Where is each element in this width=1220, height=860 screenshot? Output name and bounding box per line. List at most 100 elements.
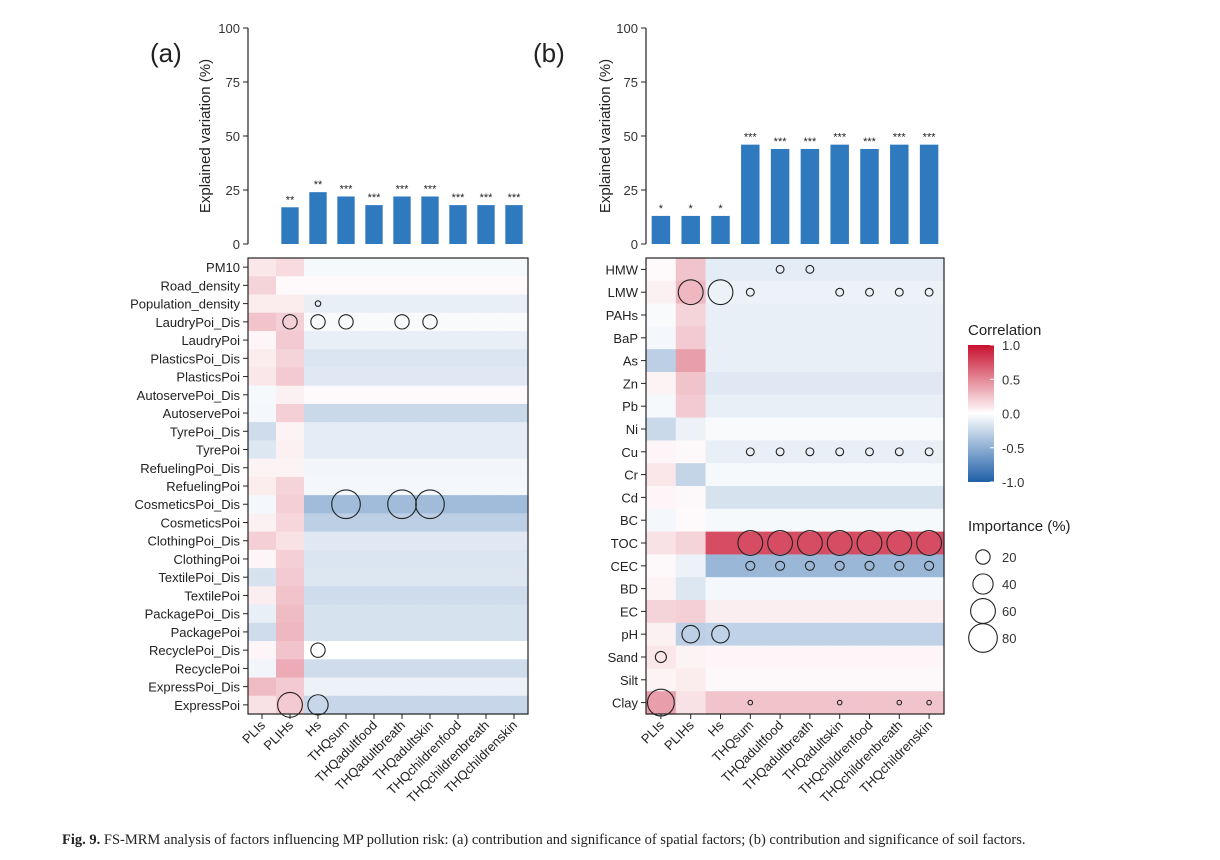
heatmap-frame [247, 257, 529, 715]
heat-cell [248, 385, 277, 405]
heat-cell [332, 258, 361, 277]
heat-cell [444, 403, 473, 423]
heat-cell [646, 554, 677, 578]
heat-cell [705, 600, 736, 624]
importance-legend-circle [968, 623, 998, 653]
heat-cell [705, 258, 736, 282]
heat-cell [735, 622, 766, 647]
heat-cell [500, 586, 529, 606]
importance-circle [745, 447, 755, 457]
heat-cell [304, 276, 333, 296]
row-label: LaudryPoi_Dis [155, 315, 240, 330]
heat-cell [304, 568, 333, 587]
heat-cell [388, 349, 417, 369]
heat-cell [360, 312, 389, 332]
heat-cell [416, 549, 445, 569]
heat-cell [388, 258, 417, 277]
heat-cell [416, 568, 445, 587]
heat-cell [276, 330, 305, 350]
importance-circle [886, 530, 913, 556]
bar [393, 196, 411, 244]
heat-cell [416, 677, 445, 697]
heat-cell [765, 486, 796, 510]
heat-cell [675, 486, 707, 510]
row-label: TextilePoi_Dis [158, 570, 240, 585]
row-label: ExpressPoi_Dis [148, 680, 240, 695]
heat-cell [388, 513, 417, 533]
heat-cell [332, 531, 361, 551]
heat-cell [360, 695, 389, 715]
importance-circle [836, 699, 843, 706]
heat-cell [472, 531, 501, 551]
heat-cell [248, 677, 277, 697]
heat-cell [360, 276, 389, 296]
heat-cell [675, 645, 707, 669]
heatmap-cells [248, 258, 529, 715]
importance-circle [745, 287, 755, 297]
heat-cell [248, 568, 277, 587]
heat-cell [765, 668, 796, 692]
heat-cell [304, 476, 333, 496]
legend-importance-title: Importance (%) [968, 518, 1071, 535]
heat-cell [675, 258, 707, 282]
caption-text: FS-MRM analysis of factors influencing M… [103, 832, 1026, 848]
row-label: EC [620, 604, 638, 619]
significance-label: *** [340, 183, 354, 195]
heat-cell [276, 476, 305, 496]
row-label: AutoservePoi_Dis [137, 388, 241, 403]
heat-cell [276, 531, 305, 551]
heat-cell [646, 645, 677, 669]
importance-circle [865, 287, 874, 297]
importance-circle [805, 447, 815, 457]
heat-cell [646, 372, 677, 396]
heat-cell [416, 622, 445, 642]
heat-cell [854, 691, 885, 715]
heat-cell [304, 349, 333, 369]
importance-circle [926, 699, 932, 706]
bar [337, 196, 355, 244]
heat-cell [854, 349, 885, 373]
heat-cell [914, 326, 945, 350]
heat-cell [304, 440, 333, 460]
heat-cell [914, 554, 945, 578]
heat-cell [276, 312, 305, 332]
importance-circle [394, 314, 410, 330]
heat-cell [360, 330, 389, 350]
heat-cell [914, 486, 945, 510]
y-tick-label: 75 [226, 75, 240, 90]
importance-circle [856, 530, 883, 556]
heat-cell [248, 695, 277, 715]
heat-cell [360, 476, 389, 496]
heat-cell [705, 417, 736, 441]
importance-circle [654, 650, 667, 664]
heat-cell [416, 695, 445, 715]
row-label: BC [620, 513, 638, 528]
importance-legend-label: 20 [1002, 550, 1016, 565]
heat-cell [304, 549, 333, 569]
heat-cell [472, 276, 501, 296]
row-label: As [623, 354, 639, 369]
row-label: Sand [608, 650, 638, 665]
row-label: TextilePoi [184, 588, 240, 603]
heat-cell [472, 568, 501, 587]
heat-cell [795, 280, 826, 305]
heat-cell [360, 403, 389, 423]
heat-cell [472, 349, 501, 369]
heat-cell [500, 367, 529, 387]
heat-cell [248, 604, 277, 624]
importance-circle [310, 314, 326, 330]
row-label: ClothingPoi [174, 552, 241, 567]
heat-cell [705, 394, 736, 419]
heat-cell [795, 531, 826, 555]
heat-cell [795, 486, 826, 510]
heat-cell [416, 312, 445, 332]
heat-cell [444, 622, 473, 642]
heat-cell [884, 554, 915, 578]
y-tick-label: 25 [226, 183, 240, 198]
heat-cell [388, 695, 417, 715]
heat-cell [675, 349, 707, 373]
heat-cell [824, 349, 856, 373]
heat-cell [854, 326, 885, 350]
heat-cell [854, 372, 885, 396]
